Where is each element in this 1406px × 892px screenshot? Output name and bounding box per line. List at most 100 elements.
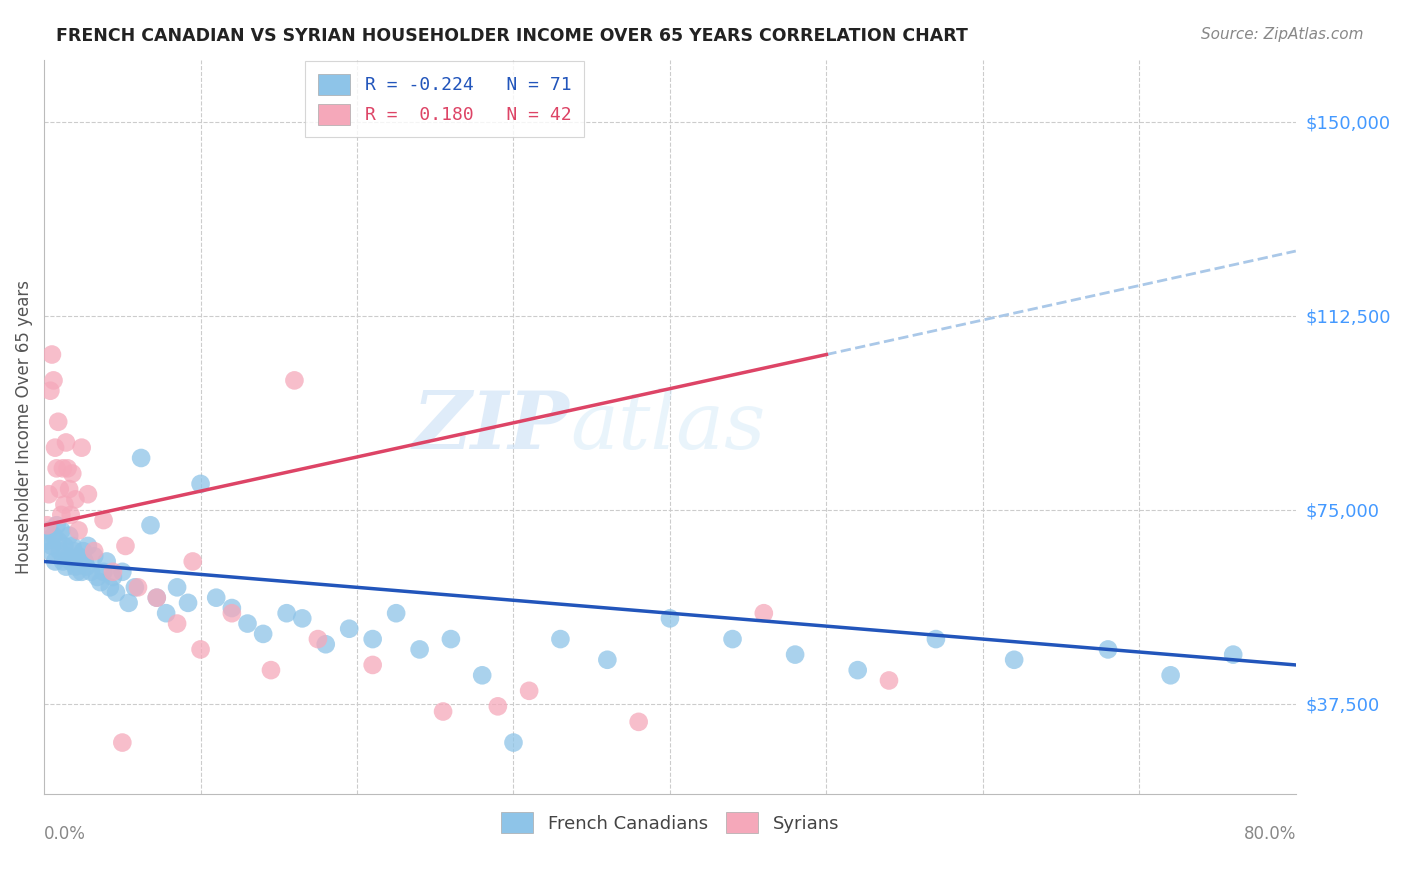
Point bbox=[52, 554, 75, 568]
Point bbox=[166, 616, 188, 631]
Point bbox=[596, 653, 619, 667]
Point bbox=[80, 565, 103, 579]
Point bbox=[408, 642, 430, 657]
Point bbox=[83, 549, 105, 564]
Text: ZIP: ZIP bbox=[413, 388, 569, 466]
Point bbox=[93, 565, 115, 579]
Point bbox=[55, 435, 77, 450]
Point bbox=[37, 518, 59, 533]
Point bbox=[846, 663, 869, 677]
Point bbox=[785, 648, 807, 662]
Point bbox=[66, 565, 89, 579]
Point bbox=[307, 632, 329, 646]
Point bbox=[86, 570, 108, 584]
Point bbox=[145, 591, 167, 605]
Point bbox=[70, 565, 93, 579]
Point bbox=[111, 565, 134, 579]
Point bbox=[77, 487, 100, 501]
Point bbox=[337, 622, 360, 636]
Point bbox=[129, 450, 152, 465]
Point bbox=[65, 559, 87, 574]
Point bbox=[502, 735, 524, 749]
Point bbox=[1002, 653, 1025, 667]
Point bbox=[111, 735, 134, 749]
Text: Source: ZipAtlas.com: Source: ZipAtlas.com bbox=[1201, 27, 1364, 42]
Point bbox=[276, 606, 298, 620]
Point bbox=[221, 606, 243, 620]
Point bbox=[260, 663, 283, 677]
Point bbox=[721, 632, 744, 646]
Point bbox=[190, 642, 212, 657]
Point bbox=[44, 554, 66, 568]
Point bbox=[221, 601, 243, 615]
Point bbox=[315, 637, 337, 651]
Point bbox=[127, 580, 149, 594]
Point bbox=[41, 539, 63, 553]
Point bbox=[41, 347, 63, 361]
Point bbox=[101, 570, 124, 584]
Point bbox=[37, 533, 59, 548]
Point bbox=[63, 544, 86, 558]
Point bbox=[65, 492, 87, 507]
Point bbox=[42, 373, 65, 387]
Point bbox=[42, 528, 65, 542]
Text: FRENCH CANADIAN VS SYRIAN HOUSEHOLDER INCOME OVER 65 YEARS CORRELATION CHART: FRENCH CANADIAN VS SYRIAN HOUSEHOLDER IN… bbox=[56, 27, 969, 45]
Text: 80.0%: 80.0% bbox=[1243, 825, 1296, 843]
Point bbox=[56, 461, 79, 475]
Point bbox=[1097, 642, 1119, 657]
Point bbox=[101, 565, 124, 579]
Point bbox=[38, 524, 60, 538]
Point bbox=[49, 544, 72, 558]
Point bbox=[550, 632, 572, 646]
Point bbox=[89, 575, 111, 590]
Point bbox=[177, 596, 200, 610]
Point bbox=[73, 554, 96, 568]
Point bbox=[877, 673, 900, 688]
Point bbox=[145, 591, 167, 605]
Y-axis label: Householder Income Over 65 years: Householder Income Over 65 years bbox=[15, 280, 32, 574]
Text: 0.0%: 0.0% bbox=[44, 825, 86, 843]
Point bbox=[96, 554, 118, 568]
Point bbox=[114, 539, 136, 553]
Point bbox=[93, 513, 115, 527]
Point bbox=[1222, 648, 1244, 662]
Point bbox=[181, 554, 204, 568]
Point bbox=[39, 544, 62, 558]
Point bbox=[58, 528, 80, 542]
Point bbox=[59, 554, 82, 568]
Point bbox=[385, 606, 408, 620]
Point bbox=[53, 498, 76, 512]
Legend: French Canadians, Syrians: French Canadians, Syrians bbox=[494, 805, 846, 840]
Point bbox=[486, 699, 509, 714]
Point bbox=[252, 627, 274, 641]
Point bbox=[69, 554, 91, 568]
Point bbox=[658, 611, 681, 625]
Point bbox=[627, 714, 650, 729]
Point bbox=[45, 461, 67, 475]
Point bbox=[59, 508, 82, 522]
Point bbox=[440, 632, 463, 646]
Point bbox=[98, 580, 121, 594]
Point bbox=[925, 632, 948, 646]
Point bbox=[70, 441, 93, 455]
Point bbox=[46, 415, 69, 429]
Point bbox=[49, 482, 72, 496]
Point bbox=[39, 384, 62, 398]
Point bbox=[155, 606, 177, 620]
Point bbox=[752, 606, 775, 620]
Point bbox=[60, 539, 83, 553]
Point bbox=[44, 441, 66, 455]
Point bbox=[190, 476, 212, 491]
Point bbox=[517, 683, 540, 698]
Text: atlas: atlas bbox=[569, 388, 765, 466]
Point bbox=[139, 518, 162, 533]
Point bbox=[67, 524, 90, 538]
Point bbox=[45, 518, 67, 533]
Point bbox=[75, 559, 97, 574]
Point bbox=[77, 539, 100, 553]
Point bbox=[236, 616, 259, 631]
Point bbox=[124, 580, 146, 594]
Point bbox=[51, 524, 73, 538]
Point bbox=[67, 549, 90, 564]
Point bbox=[432, 705, 454, 719]
